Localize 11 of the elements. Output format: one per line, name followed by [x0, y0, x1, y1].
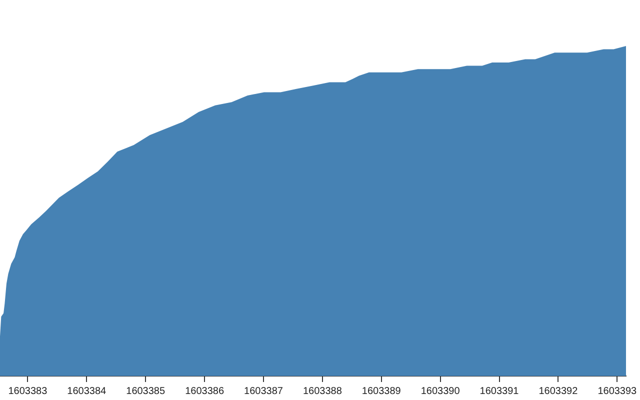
x-tick-label: 1603389 — [362, 386, 402, 397]
x-tick-label: 1603388 — [302, 386, 342, 397]
x-tick-label: 1603393 — [598, 386, 638, 397]
x-tick-label: 1603391 — [480, 386, 520, 397]
x-tick-label: 1603385 — [126, 386, 166, 397]
x-tick-label: 1603386 — [185, 386, 224, 397]
x-tick-label: 1603390 — [420, 386, 460, 397]
x-tick-label: 1603383 — [8, 386, 48, 397]
x-tick-label: 1603384 — [67, 386, 107, 397]
x-tick-label: 1603387 — [244, 386, 284, 397]
x-tick-label: 1603392 — [538, 386, 578, 397]
